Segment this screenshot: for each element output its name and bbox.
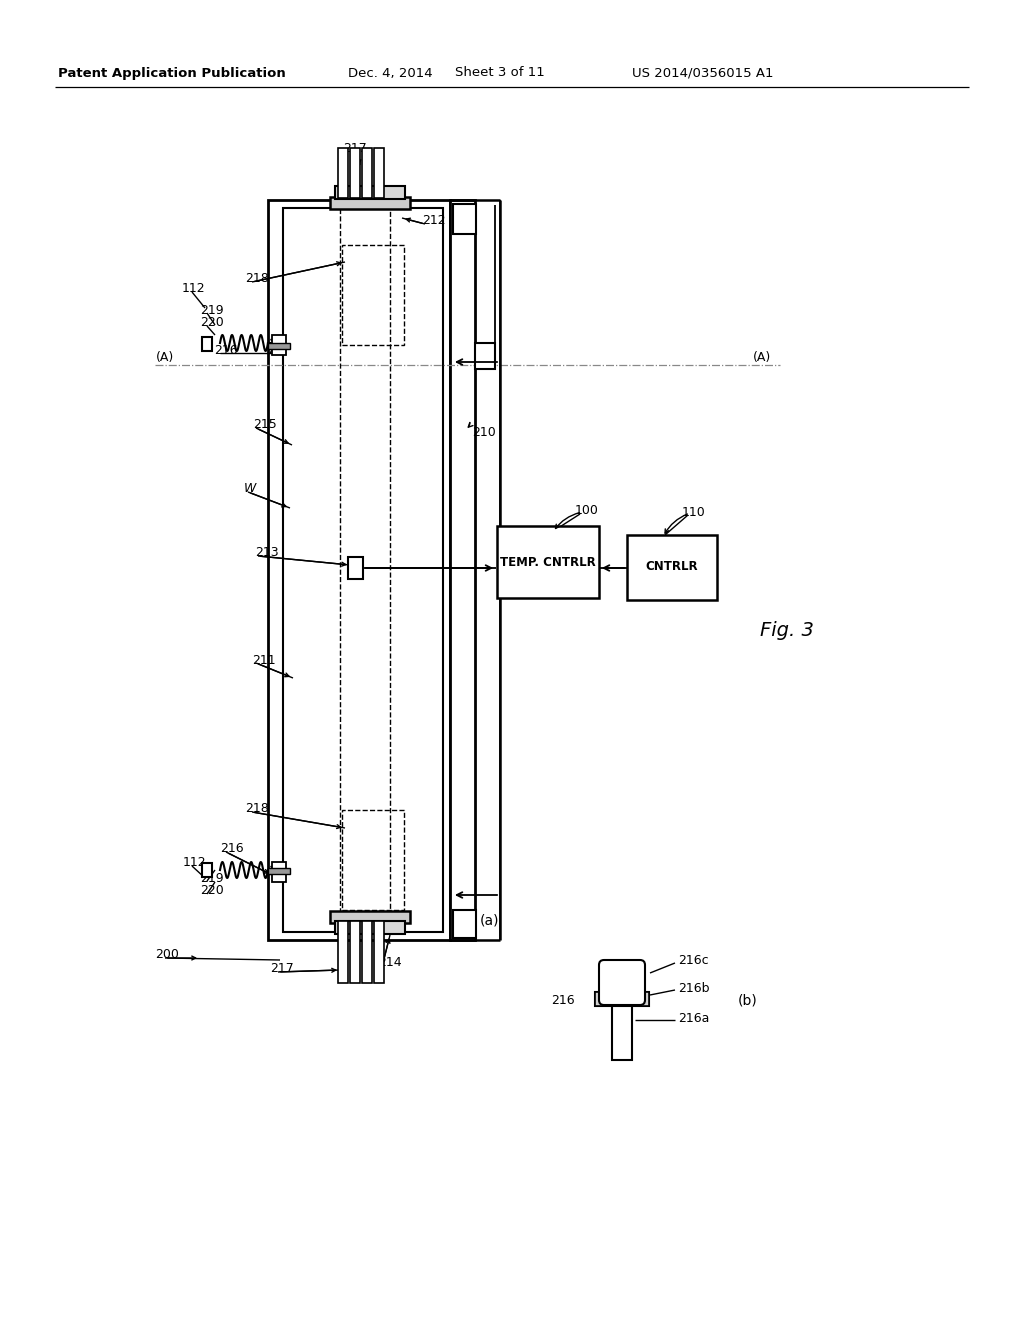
Text: 110: 110: [682, 506, 706, 519]
Bar: [342, 246, 404, 345]
Text: (a): (a): [480, 913, 500, 927]
Text: 218: 218: [245, 801, 268, 814]
Bar: [350, 921, 360, 983]
Bar: [475, 343, 495, 370]
Bar: [595, 993, 649, 1006]
Text: 220: 220: [200, 317, 224, 330]
Text: 213: 213: [255, 546, 279, 560]
Bar: [202, 863, 212, 876]
Bar: [272, 335, 286, 355]
Text: Sheet 3 of 11: Sheet 3 of 11: [455, 66, 545, 79]
Text: 216b: 216b: [678, 982, 710, 994]
Text: 218: 218: [245, 272, 268, 285]
Bar: [374, 921, 384, 983]
Text: 215: 215: [253, 418, 276, 432]
Text: 216: 216: [220, 842, 244, 854]
Bar: [350, 148, 360, 198]
Bar: [450, 201, 475, 940]
Text: 100: 100: [575, 503, 599, 516]
Bar: [330, 197, 410, 209]
Text: US 2014/0356015 A1: US 2014/0356015 A1: [632, 66, 773, 79]
Text: 211: 211: [252, 653, 275, 667]
Text: 220: 220: [200, 884, 224, 898]
Bar: [595, 993, 649, 1006]
Text: TEMP. CNTRLR: TEMP. CNTRLR: [500, 556, 596, 569]
Bar: [338, 148, 348, 198]
Text: Patent Application Publication: Patent Application Publication: [58, 66, 286, 79]
Text: 217: 217: [270, 961, 294, 974]
Text: 216c: 216c: [678, 953, 709, 966]
Bar: [272, 862, 286, 882]
Bar: [453, 205, 476, 234]
Text: CNTRLR: CNTRLR: [646, 561, 698, 573]
Text: 216a: 216a: [678, 1011, 710, 1024]
Text: 217: 217: [343, 141, 367, 154]
Bar: [362, 148, 372, 198]
Bar: [374, 148, 384, 198]
Text: (A): (A): [753, 351, 771, 364]
Text: 212: 212: [422, 214, 445, 227]
Bar: [612, 1005, 632, 1060]
Bar: [268, 343, 290, 348]
Text: 219: 219: [200, 304, 223, 317]
Bar: [348, 557, 362, 579]
Bar: [497, 525, 599, 598]
Bar: [268, 869, 290, 874]
Text: 216: 216: [214, 343, 238, 356]
Bar: [330, 911, 410, 923]
Text: W: W: [244, 482, 256, 495]
Text: 214: 214: [378, 957, 401, 969]
Bar: [268, 201, 450, 940]
Text: Fig. 3: Fig. 3: [760, 620, 814, 639]
Bar: [202, 337, 212, 351]
Bar: [627, 535, 717, 601]
Text: 210: 210: [472, 425, 496, 438]
Text: 112: 112: [183, 855, 207, 869]
Bar: [340, 209, 390, 932]
Bar: [453, 909, 476, 939]
Bar: [338, 921, 348, 983]
Text: 112: 112: [182, 281, 206, 294]
Bar: [283, 209, 443, 932]
FancyBboxPatch shape: [599, 960, 645, 1005]
Bar: [335, 186, 406, 199]
Text: (A): (A): [156, 351, 174, 364]
Bar: [335, 921, 406, 935]
Text: 200: 200: [155, 949, 179, 961]
Text: 216: 216: [551, 994, 575, 1006]
Text: 219: 219: [200, 871, 223, 884]
Bar: [342, 810, 404, 909]
Text: (b): (b): [738, 993, 758, 1007]
Text: Dec. 4, 2014: Dec. 4, 2014: [348, 66, 432, 79]
Bar: [362, 921, 372, 983]
